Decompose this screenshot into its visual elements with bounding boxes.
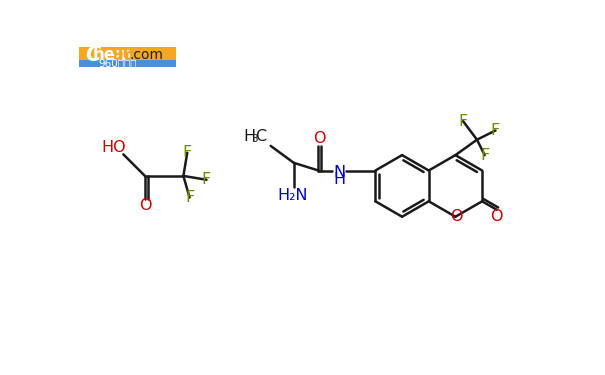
Text: O: O <box>313 130 325 146</box>
Text: C: C <box>255 129 266 144</box>
Text: O: O <box>491 209 503 224</box>
Text: H: H <box>243 129 255 144</box>
Text: H: H <box>333 172 345 187</box>
Text: F: F <box>480 148 489 163</box>
Text: HO: HO <box>102 140 126 155</box>
Bar <box>79 60 177 68</box>
Text: 960: 960 <box>111 46 146 64</box>
Text: 3: 3 <box>251 134 258 144</box>
Text: F: F <box>491 123 500 138</box>
Text: O: O <box>139 198 152 213</box>
Text: N: N <box>333 165 345 180</box>
Bar <box>79 47 177 68</box>
Text: C: C <box>85 45 100 65</box>
Text: F: F <box>202 172 211 187</box>
Text: F: F <box>459 114 468 129</box>
Text: F: F <box>183 145 192 160</box>
Text: .com: .com <box>129 48 163 62</box>
Text: F: F <box>185 190 194 205</box>
Text: 960化工网: 960化工网 <box>99 58 137 69</box>
Text: hem: hem <box>93 46 133 64</box>
Text: O: O <box>450 209 462 224</box>
Text: H₂N: H₂N <box>277 188 307 203</box>
